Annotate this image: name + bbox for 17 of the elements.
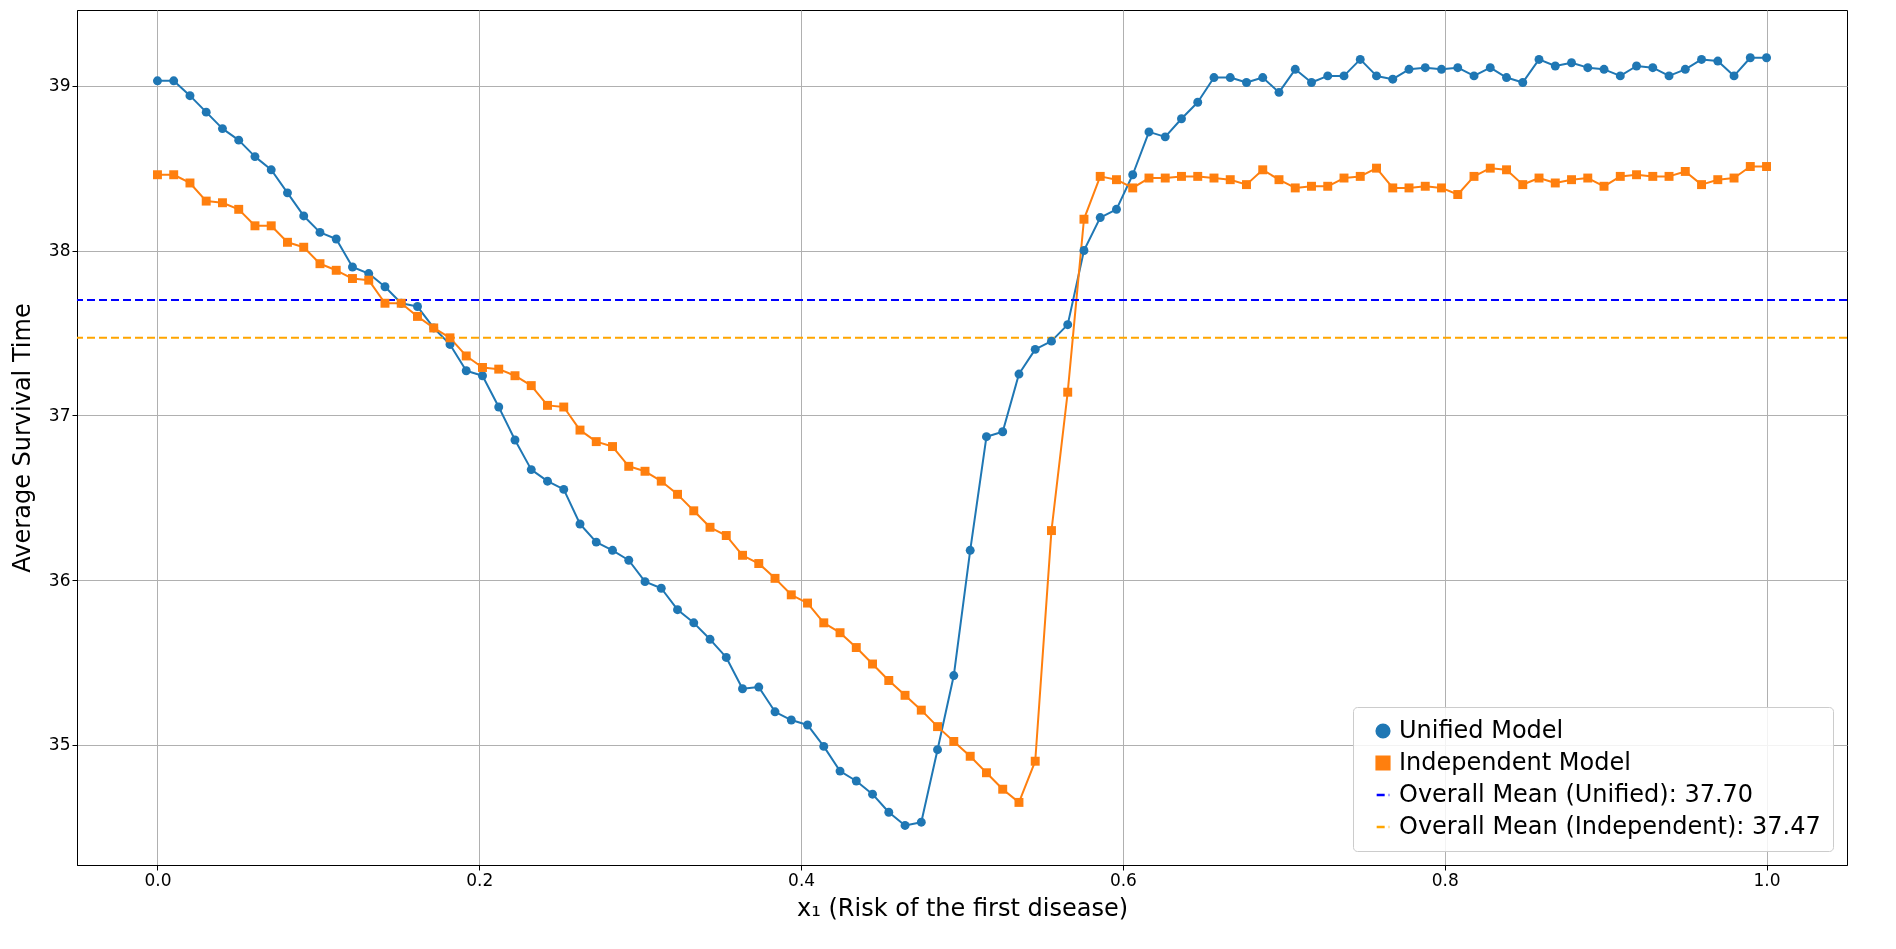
legend-label: Independent Model	[1399, 748, 1631, 776]
legend-label: Unified Model	[1399, 716, 1564, 744]
legend-label: Overall Mean (Independent): 37.47	[1399, 812, 1821, 840]
x-tick-label: 0.2	[466, 869, 494, 890]
x-axis-title: x₁ (Risk of the first disease)	[796, 893, 1129, 922]
y-tick-label: 38	[48, 240, 71, 261]
x-tick-label: 0.6	[1109, 869, 1137, 890]
y-tick-label: 39	[48, 75, 71, 96]
x-tick-label: 0.4	[788, 869, 816, 890]
x-tick-label: 1.0	[1753, 869, 1781, 890]
legend-label: Overall Mean (Unified): 37.70	[1399, 780, 1754, 808]
x-tick-label: 0.8	[1431, 869, 1459, 890]
y-axis-title: Average Survival Time	[7, 303, 36, 573]
x-tick-label: 0.0	[144, 869, 172, 890]
y-tick-label: 36	[48, 569, 71, 590]
y-tick-label: 37	[48, 404, 71, 425]
y-tick-label: 35	[48, 734, 71, 755]
